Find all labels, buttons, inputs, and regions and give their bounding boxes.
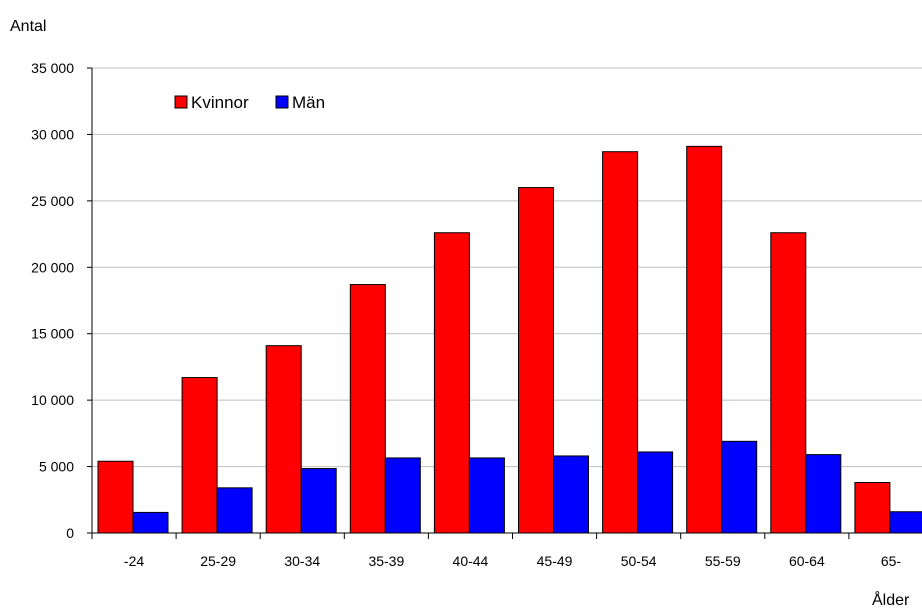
x-axis-title: Ålder — [872, 590, 910, 609]
x-tick-label: -24 — [124, 553, 144, 569]
x-tick-label: 40-44 — [453, 553, 489, 569]
x-tick-labels: -24 25-29 30-34 35-39 40-44 45-49 50-54 55-59 60… — [91, 533, 902, 569]
x-tick-label: 35-39 — [368, 553, 404, 569]
bar-kvinnor-35-39 — [349, 284, 386, 534]
x-tick-label: 60-64 — [789, 553, 825, 569]
y-axis-title: Antal — [10, 18, 46, 35]
legend-swatch-man — [275, 95, 289, 109]
bar-kvinnor-55-59 — [686, 145, 723, 534]
bar-kvinnor-60-64 — [770, 232, 807, 534]
x-tick-label: 50-54 — [621, 553, 657, 569]
bars — [97, 145, 922, 534]
bar-kvinnor--24 — [97, 460, 134, 534]
bar-kvinnor-50-54 — [602, 151, 639, 534]
bar-kvinnor-65- — [854, 482, 891, 534]
axes — [91, 68, 922, 534]
bar-man-45-49 — [553, 455, 589, 534]
bar-kvinnor-45-49 — [518, 187, 554, 534]
bar-man-65- — [889, 511, 922, 534]
bar-man-55-59 — [721, 440, 758, 534]
y-tick-labels: 0 5 000 10 000 15 000 20 000 25 000 30 000 35 0… — [31, 60, 92, 541]
legend-swatch-kvinnor — [174, 95, 188, 109]
x-tick-label: 55-59 — [705, 553, 741, 569]
y-tick-label: 35 000 — [31, 60, 74, 76]
bar-man-60-64 — [805, 454, 842, 534]
y-tick-label: 30 000 — [31, 126, 74, 142]
legend-label-kvinnor: Kvinnor — [191, 93, 249, 112]
y-tick-label: 10 000 — [31, 392, 74, 408]
bar-kvinnor-40-44 — [433, 232, 470, 534]
bar-man-35-39 — [384, 457, 421, 534]
bar-man-40-44 — [468, 457, 505, 534]
x-tick-label: 30-34 — [284, 553, 320, 569]
gridlines — [92, 67, 922, 468]
y-tick-label: 0 — [66, 525, 74, 541]
bar-man--24 — [132, 511, 169, 534]
x-tick-label: 65- — [881, 553, 902, 569]
x-tick-label: 45-49 — [537, 553, 573, 569]
bar-man-25-29 — [216, 487, 253, 534]
bar-man-50-54 — [637, 451, 674, 534]
y-tick-label: 20 000 — [31, 259, 74, 275]
bar-kvinnor-25-29 — [181, 377, 218, 534]
y-tick-label: 15 000 — [31, 326, 74, 342]
y-tick-label: 25 000 — [31, 193, 74, 209]
y-tick-label: 5 000 — [39, 459, 74, 475]
bar-man-30-34 — [300, 468, 337, 534]
legend: Kvinnor Män — [174, 93, 325, 112]
legend-label-man: Män — [292, 93, 325, 112]
bar-kvinnor-30-34 — [265, 345, 302, 534]
x-tick-label: 25-29 — [200, 553, 236, 569]
